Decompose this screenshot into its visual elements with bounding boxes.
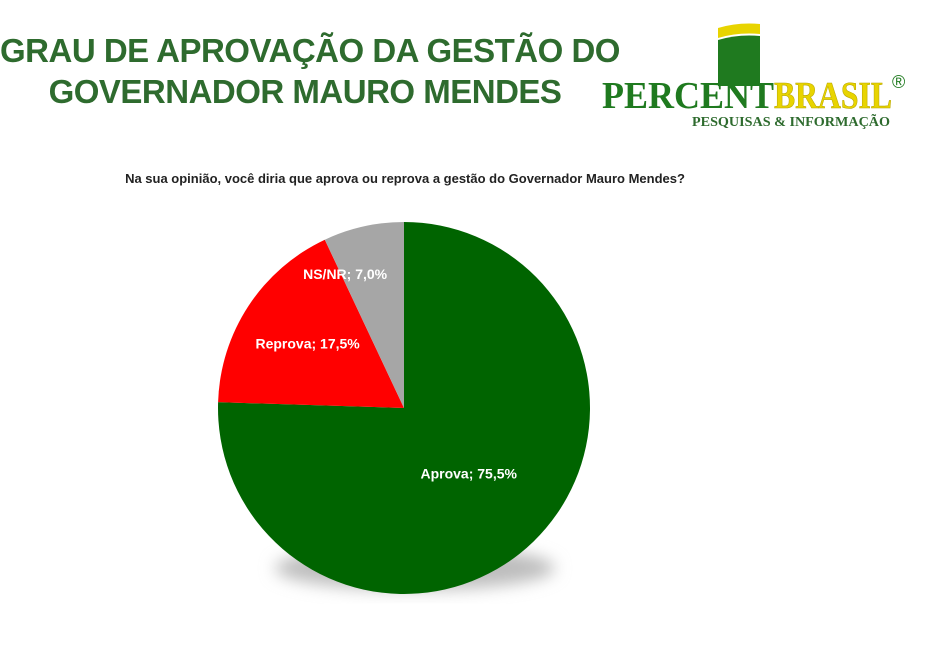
logo-word-percent: PERCENT — [602, 75, 774, 117]
percentbrasil-logo: PERCENT BRASIL ® PESQUISAS & INFORMAÇÃO — [602, 23, 905, 129]
logo-word-brasil: BRASIL — [774, 75, 892, 117]
pie-slice-ns-nr — [324, 222, 404, 408]
logo-emblem-green — [718, 35, 760, 86]
pie-label-reprova: Reprova; 17,5% — [255, 335, 360, 351]
logo-registered-mark: ® — [892, 72, 905, 92]
pie-label-aprova: Aprova; 75,5% — [420, 465, 517, 481]
logo-tagline: PESQUISAS & INFORMAÇÃO — [692, 114, 890, 129]
logo-emblem-yellow — [718, 23, 760, 38]
page-title: GRAU DE APROVAÇÃO DA GESTÃO DO GOVERNADO… — [0, 30, 620, 112]
page-title-line-1: GRAU DE APROVAÇÃO DA GESTÃO DO — [0, 32, 620, 69]
pie-slice-aprova — [218, 222, 590, 595]
pie-slice-reprova — [218, 239, 404, 408]
pie-label-ns-nr: NS/NR; 7,0% — [303, 266, 388, 282]
page-title-line-2: GOVERNADOR MAURO MENDES — [48, 73, 562, 110]
chart-title: Na sua opinião, você diria que aprova ou… — [125, 171, 685, 186]
